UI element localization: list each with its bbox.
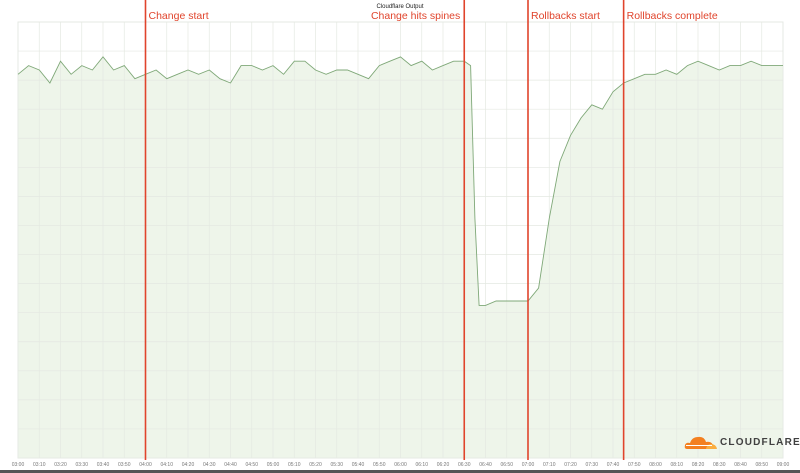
x-tick-label: 03:50 — [118, 462, 131, 468]
x-tick-label: 08:30 — [713, 462, 726, 468]
x-tick-label: 04:00 — [139, 462, 152, 468]
x-tick-label: 03:20 — [54, 462, 67, 468]
x-tick-label: 04:40 — [224, 462, 237, 468]
cloudflare-logo: CLOUDFLARE — [684, 434, 800, 450]
x-tick-label: 06:00 — [394, 462, 407, 468]
x-tick-label: 07:50 — [628, 462, 641, 468]
x-tick-label: 03:40 — [97, 462, 110, 468]
cloud-icon — [684, 436, 717, 449]
x-tick-label: 05:30 — [330, 462, 343, 468]
x-tick-label: 06:50 — [500, 462, 513, 468]
x-tick-label: 05:20 — [309, 462, 322, 468]
x-tick-label: 05:40 — [352, 462, 365, 468]
x-tick-label: 05:50 — [373, 462, 386, 468]
x-tick-label: 06:40 — [479, 462, 492, 468]
annotation-label: Change start — [149, 10, 209, 22]
x-tick-label: 06:10 — [415, 462, 428, 468]
x-tick-label: 07:30 — [585, 462, 598, 468]
x-tick-label: 04:30 — [203, 462, 216, 468]
x-tick-label: 08:50 — [755, 462, 768, 468]
x-tick-label: 03:30 — [75, 462, 88, 468]
series-line — [17, 56, 783, 306]
x-tick-label: 08:20 — [692, 462, 705, 468]
x-tick-label: 07:00 — [522, 462, 535, 468]
annotation-label: Change hits spines — [371, 10, 460, 22]
x-tick-label: 07:40 — [607, 462, 620, 468]
logo-text: CLOUDFLARE — [720, 436, 800, 448]
x-tick-label: 03:00 — [12, 462, 25, 468]
x-tick-label: 08:00 — [649, 462, 662, 468]
x-tick-label: 05:00 — [267, 462, 280, 468]
x-tick-label: 06:20 — [437, 462, 450, 468]
chart-title: Cloudflare Output — [376, 4, 424, 10]
x-tick-label: 05:10 — [288, 462, 301, 468]
annotation-label: Rollbacks complete — [627, 10, 718, 22]
x-tick-label: 04:10 — [160, 462, 173, 468]
x-tick-label: 09:00 — [777, 462, 790, 468]
bottom-border — [0, 470, 800, 473]
annotation-label: Rollbacks start — [531, 10, 600, 22]
x-tick-label: 07:20 — [564, 462, 577, 468]
x-tick-label: 04:20 — [182, 462, 195, 468]
x-tick-label: 08:10 — [670, 462, 683, 468]
x-tick-label: 04:50 — [245, 462, 258, 468]
x-tick-label: 08:40 — [734, 462, 747, 468]
x-tick-label: 07:10 — [543, 462, 556, 468]
x-tick-label: 06:30 — [458, 462, 471, 468]
x-tick-label: 03:10 — [33, 462, 46, 468]
